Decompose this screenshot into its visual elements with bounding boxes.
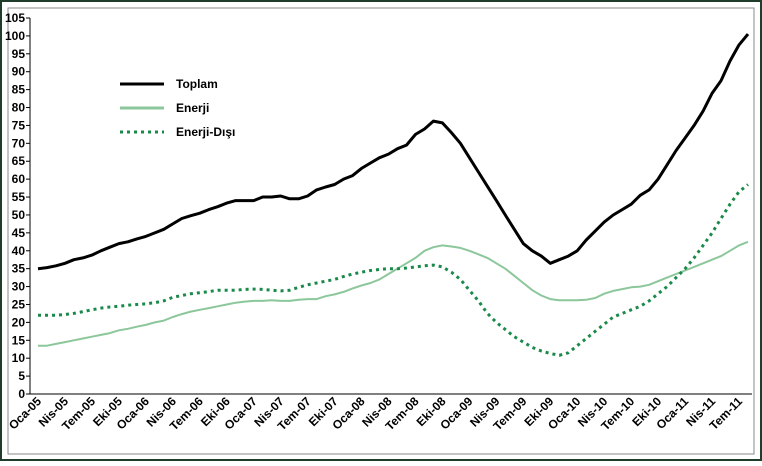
legend-label: Enerji	[176, 101, 209, 115]
line-0	[37, 33, 750, 271]
y-tick-label: 90	[12, 65, 26, 79]
y-tick-label: 50	[12, 208, 26, 222]
y-tick-label: 55	[12, 190, 26, 204]
y-tick-label: 30	[12, 280, 26, 294]
y-tick-label: 80	[12, 101, 26, 115]
y-tick-label: 45	[12, 226, 26, 240]
y-tick-label: 15	[12, 333, 26, 347]
y-tick-label: 105	[5, 11, 25, 25]
y-tick-label: 100	[5, 29, 25, 43]
legend-label: Toplam	[176, 77, 218, 91]
y-tick-label: 75	[12, 118, 26, 132]
y-tick-label: 25	[12, 297, 26, 311]
y-tick-label: 85	[12, 83, 26, 97]
y-tick-label: 95	[12, 47, 26, 61]
legend-label: Enerji-Dışı	[176, 125, 235, 139]
y-tick-label: 20	[12, 315, 26, 329]
line-1	[38, 240, 749, 347]
y-tick-label: 70	[12, 136, 26, 150]
y-tick-label: 35	[12, 262, 26, 276]
line-2	[38, 183, 749, 357]
y-tick-label: 10	[12, 351, 26, 365]
y-tick-label: 40	[12, 244, 26, 258]
y-tick-label: 0	[18, 387, 25, 401]
y-tick-label: 60	[12, 172, 26, 186]
y-tick-label: 5	[18, 369, 25, 383]
plot-frame	[7, 7, 755, 455]
y-tick-label: 65	[12, 154, 26, 168]
